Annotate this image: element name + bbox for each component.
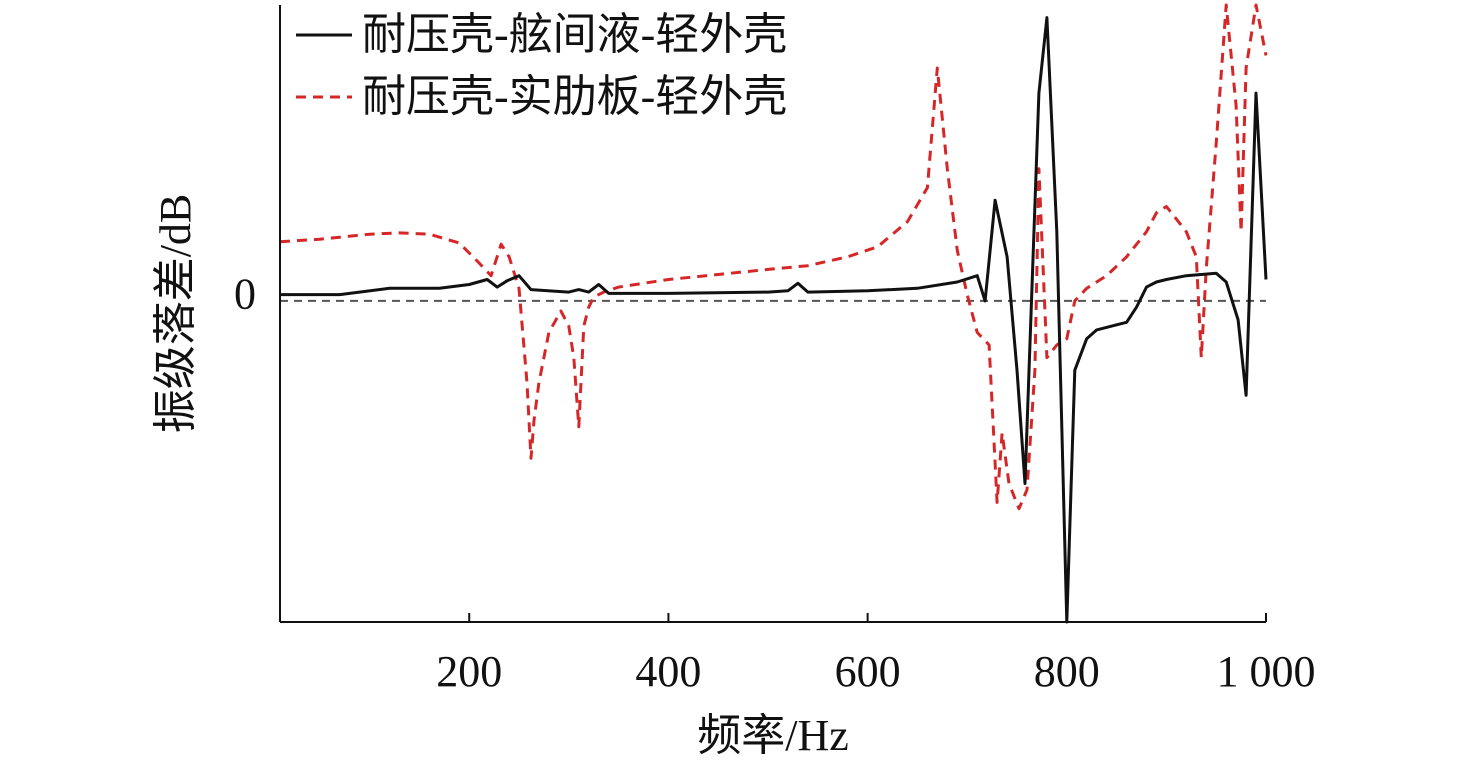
x-tick-label: 200 bbox=[436, 647, 502, 696]
y-axis-label: 振级落差/dB bbox=[151, 194, 200, 434]
ticks-layer: 200 400 600 800 1 000 0 bbox=[234, 270, 1316, 696]
series-layer bbox=[279, 3, 1268, 624]
x-tick-label: 800 bbox=[1034, 647, 1100, 696]
axes-layer bbox=[279, 5, 1266, 623]
series-line-1 bbox=[280, 16, 1268, 624]
x-tick-label: 600 bbox=[835, 647, 901, 696]
legend-label-2: 耐压壳-实肋板-轻外壳 bbox=[362, 72, 787, 121]
x-tick-label: 1 000 bbox=[1217, 647, 1316, 696]
x-tick-label: 400 bbox=[635, 647, 701, 696]
series-line-2 bbox=[279, 3, 1268, 511]
x-axis-label: 频率/Hz bbox=[697, 711, 849, 760]
axis-labels-layer: 频率/Hz 振级落差/dB bbox=[151, 194, 849, 760]
legend-label-1: 耐压壳-舷间液-轻外壳 bbox=[362, 10, 787, 59]
y-tick-label: 0 bbox=[234, 270, 256, 319]
